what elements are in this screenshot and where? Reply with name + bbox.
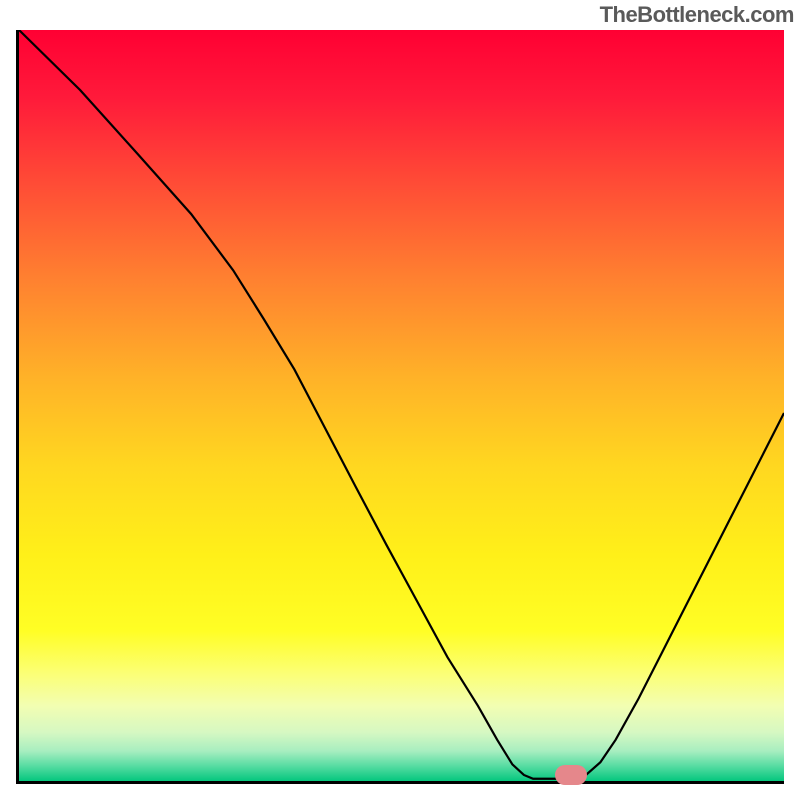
chart-container: TheBottleneck.com bbox=[0, 0, 800, 800]
optimal-marker bbox=[555, 765, 587, 785]
watermark-text: TheBottleneck.com bbox=[600, 2, 794, 28]
plot-frame bbox=[16, 30, 784, 784]
bottleneck-curve bbox=[19, 30, 784, 781]
